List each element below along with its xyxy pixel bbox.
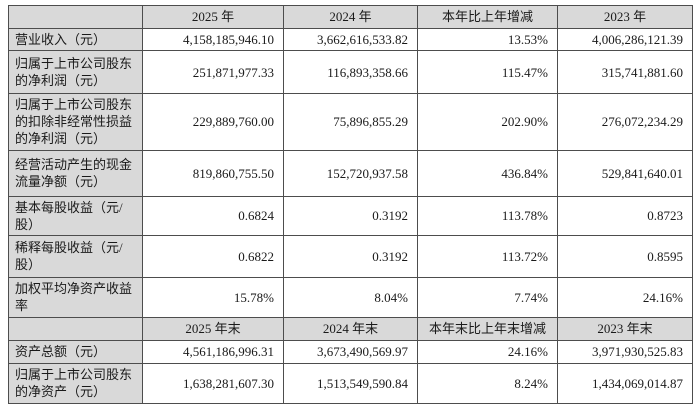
value-2025: 15.78% (142, 276, 284, 318)
table-row: 归属于上市公司股东的净资产（元） 1,638,281,607.30 1,513,… (8, 362, 693, 404)
table-row: 归属于上市公司股东的扣除非经常性损益的净利润（元） 229,889,760.00… (8, 93, 693, 151)
col-header-2024: 2024 年 (283, 5, 418, 29)
value-2024: 75,896,855.29 (283, 93, 418, 151)
financial-summary-table: 2025 年 2024 年 本年比上年增减 2023 年 营业收入（元） 4,1… (8, 5, 693, 404)
table-row: 稀释每股收益（元/股） 0.6822 0.3192 113.72% 0.8595 (8, 234, 693, 278)
table-row: 基本每股收益（元/股） 0.6824 0.3192 113.78% 0.8723 (8, 195, 693, 236)
table-row: 归属于上市公司股东的净利润（元） 251,871,977.33 116,893,… (8, 50, 693, 95)
value-2023: 0.8595 (557, 234, 693, 278)
col-header-2025-end: 2025 年末 (142, 316, 284, 341)
value-2024: 0.3192 (283, 195, 418, 236)
value-2024: 152,720,937.58 (283, 149, 418, 197)
metric-label-revenue: 营业收入（元） (8, 27, 143, 52)
value-2023: 529,841,640.01 (557, 149, 693, 197)
col-header-2023: 2023 年 (557, 5, 693, 29)
corner-blank-cell (8, 316, 143, 341)
value-2023: 276,072,234.29 (557, 93, 693, 151)
col-header-2025: 2025 年 (142, 5, 284, 29)
table-row: 加权平均净资产收益率 15.78% 8.04% 7.74% 24.16% (8, 276, 693, 318)
value-2024-end: 3,673,490,569.97 (283, 339, 418, 364)
value-2024: 0.3192 (283, 234, 418, 278)
value-yoy-change: 115.47% (417, 50, 558, 95)
table-row: 经营活动产生的现金流量净额（元） 819,860,755.50 152,720,… (8, 149, 693, 197)
metric-label-total-assets: 资产总额（元） (8, 339, 143, 364)
table-row: 资产总额（元） 4,561,186,996.31 3,673,490,569.9… (8, 339, 693, 364)
value-yoy-change: 436.84% (417, 149, 558, 197)
value-2024-end: 1,513,549,590.84 (283, 362, 418, 404)
metric-label-weighted-avg-roe: 加权平均净资产收益率 (8, 276, 143, 318)
value-2024: 3,662,616,533.82 (283, 27, 418, 52)
value-2023: 0.8723 (557, 195, 693, 236)
value-2024: 116,893,358.66 (283, 50, 418, 95)
value-2023: 315,741,881.60 (557, 50, 693, 95)
value-yoy-change: 202.90% (417, 93, 558, 151)
metric-label-basic-eps: 基本每股收益（元/股） (8, 195, 143, 236)
table-row: 2025 年末 2024 年末 本年末比上年末增减 2023 年末 (8, 316, 693, 341)
col-header-year-end-change: 本年末比上年末增减 (417, 316, 558, 341)
corner-blank-cell (8, 5, 143, 29)
value-2023: 24.16% (557, 276, 693, 318)
metric-label-operating-cash-flow: 经营活动产生的现金流量净额（元） (8, 149, 143, 197)
metric-label-net-profit-excl-nonrecurring: 归属于上市公司股东的扣除非经常性损益的净利润（元） (8, 93, 143, 151)
metric-label-diluted-eps: 稀释每股收益（元/股） (8, 234, 143, 278)
table-row: 营业收入（元） 4,158,185,946.10 3,662,616,533.8… (8, 27, 693, 52)
col-header-2024-end: 2024 年末 (283, 316, 418, 341)
value-yoy-change: 113.78% (417, 195, 558, 236)
value-yoy-change: 113.72% (417, 234, 558, 278)
value-year-end-change: 24.16% (417, 339, 558, 364)
value-2025: 4,158,185,946.10 (142, 27, 284, 52)
metric-label-net-assets: 归属于上市公司股东的净资产（元） (8, 362, 143, 404)
value-2023: 4,006,286,121.39 (557, 27, 693, 52)
value-2023-end: 1,434,069,014.87 (557, 362, 693, 404)
table-row: 2025 年 2024 年 本年比上年增减 2023 年 (8, 5, 693, 29)
value-2023-end: 3,971,930,525.83 (557, 339, 693, 364)
value-2025-end: 4,561,186,996.31 (142, 339, 284, 364)
value-2025-end: 1,638,281,607.30 (142, 362, 284, 404)
value-yoy-change: 7.74% (417, 276, 558, 318)
value-2025: 229,889,760.00 (142, 93, 284, 151)
value-2025: 0.6822 (142, 234, 284, 278)
col-header-yoy-change: 本年比上年增减 (417, 5, 558, 29)
value-2024: 8.04% (283, 276, 418, 318)
value-year-end-change: 8.24% (417, 362, 558, 404)
value-2025: 819,860,755.50 (142, 149, 284, 197)
col-header-2023-end: 2023 年末 (557, 316, 693, 341)
value-yoy-change: 13.53% (417, 27, 558, 52)
value-2025: 0.6824 (142, 195, 284, 236)
value-2025: 251,871,977.33 (142, 50, 284, 95)
metric-label-net-profit: 归属于上市公司股东的净利润（元） (8, 50, 143, 95)
